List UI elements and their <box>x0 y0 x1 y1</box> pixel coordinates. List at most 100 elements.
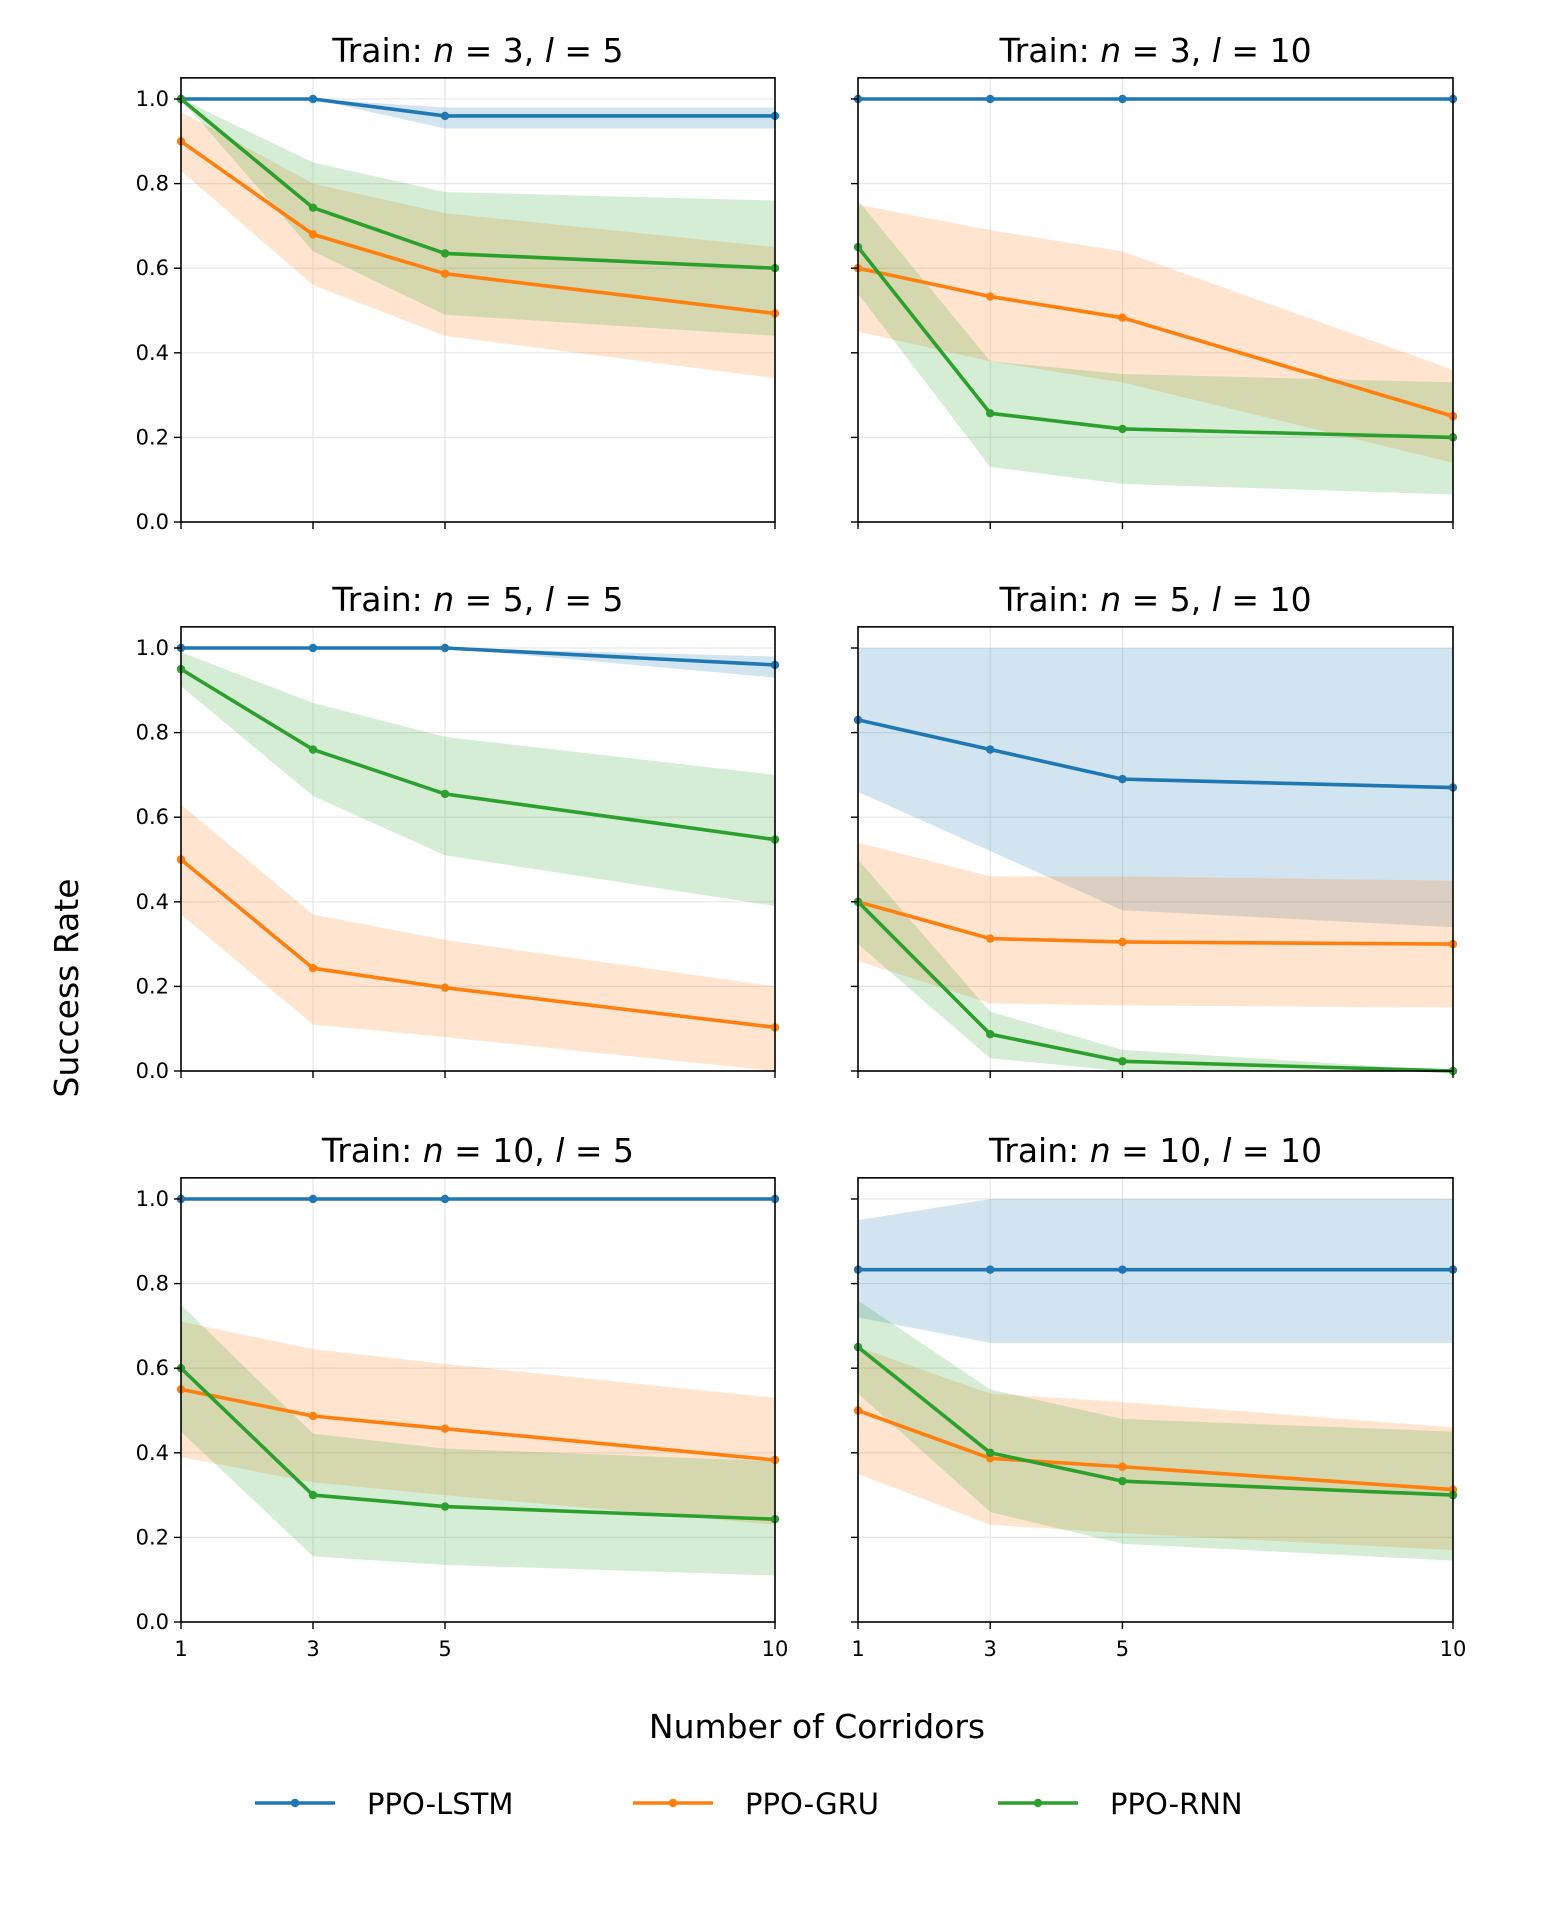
series-line-ppo-gru <box>179 858 776 1030</box>
subplot-3: 0.0 0.2 0.4 0.6 0.8 1.0 Train: n = 5, l = 5 <box>136 580 780 1083</box>
confidence-band-ppo-rnn <box>858 200 1453 495</box>
y-tick-label: 0.6 <box>136 805 169 829</box>
data-point-ppo-lstm <box>308 1194 318 1204</box>
y-tick-label: 0.8 <box>136 172 169 196</box>
legend-item-ppo-gru: PPO-GRU <box>633 1787 879 1821</box>
axes-frame <box>857 1177 1454 1623</box>
x-tick-label: 10 <box>1440 1637 1467 1661</box>
series-line-ppo-rnn <box>856 1345 1454 1497</box>
confidence-band-ppo-rnn <box>858 1300 1453 1561</box>
legend-item-ppo-rnn: PPO-RNN <box>998 1787 1243 1821</box>
data-point-ppo-gru <box>308 230 318 239</box>
confidence-band-ppo-lstm <box>181 99 775 129</box>
data-point-ppo-lstm <box>1118 1265 1127 1274</box>
series-line-ppo-rnn <box>856 245 1454 440</box>
subplot-title: Train: n = 10, l = 10 <box>988 1131 1322 1170</box>
data-point-ppo-rnn <box>440 1502 450 1511</box>
data-point-ppo-gru <box>308 1411 318 1421</box>
axes-frame <box>180 77 776 523</box>
data-point-ppo-rnn <box>986 1448 995 1458</box>
y-axis-label: Success Rate <box>47 879 86 1098</box>
data-point-ppo-lstm <box>986 1265 995 1274</box>
subplot-title: Train: n = 3, l = 10 <box>998 31 1311 70</box>
series-line-ppo-lstm <box>181 97 775 118</box>
subplot-2: Train: n = 3, l = 10 <box>851 31 1458 529</box>
confidence-band-ppo-gru <box>858 842 1453 1008</box>
data-point-ppo-rnn <box>986 409 995 418</box>
y-tick-label: 0.8 <box>136 721 169 745</box>
data-point-ppo-lstm <box>440 643 450 653</box>
y-tick-label: 0.2 <box>136 1525 169 1549</box>
x-tick-label: 1 <box>851 1637 864 1661</box>
data-point-ppo-lstm <box>986 745 995 754</box>
subplot-title: Train: n = 3, l = 5 <box>331 31 623 70</box>
legend-marker-icon <box>1033 1798 1043 1808</box>
subplot-title: Train: n = 5, l = 10 <box>998 580 1311 619</box>
x-axis-label: Number of Corridors <box>649 1707 985 1746</box>
series-line-ppo-gru <box>857 266 1454 418</box>
x-tick-label: 10 <box>762 1637 789 1661</box>
y-tick-label: 1.0 <box>136 87 169 111</box>
data-point-ppo-gru <box>1118 937 1127 947</box>
series-line-ppo-gru <box>180 1387 776 1462</box>
confidence-band-ppo-gru <box>181 804 775 1071</box>
axes-frame <box>180 626 776 1072</box>
series-line-ppo-rnn <box>179 97 776 270</box>
data-point-ppo-gru <box>1118 1462 1127 1471</box>
axes-frame <box>180 1177 776 1623</box>
y-tick-label: 0.8 <box>136 1272 169 1296</box>
subplot-6: 1 3 5 10 Train: n = 10, l = 10 <box>851 1131 1466 1661</box>
legend-marker-icon <box>668 1798 678 1808</box>
subplot-4: Train: n = 5, l = 10 <box>851 580 1458 1078</box>
confidence-band-ppo-gru <box>181 111 775 379</box>
subplot-title: Train: n = 10, l = 5 <box>321 1131 634 1170</box>
y-tick-label: 0.0 <box>136 510 169 534</box>
data-point-ppo-lstm <box>1118 774 1127 784</box>
axes-frame <box>857 77 1454 523</box>
axes-frame <box>857 626 1454 1072</box>
series-line-ppo-lstm <box>181 646 776 667</box>
series-line-ppo-rnn <box>180 667 776 842</box>
series-line-ppo-lstm <box>857 718 1454 790</box>
x-tick-label: 3 <box>306 1637 319 1661</box>
data-point-ppo-gru <box>986 934 995 943</box>
legend-item-ppo-lstm: PPO-LSTM <box>255 1787 513 1821</box>
series-line-ppo-rnn <box>179 1366 776 1522</box>
y-tick-label: 0.6 <box>136 1356 169 1380</box>
y-tick-label: 1.0 <box>136 636 169 660</box>
y-tick-label: 0.0 <box>136 1059 169 1083</box>
data-point-ppo-rnn <box>308 745 318 754</box>
data-point-ppo-rnn <box>1118 1057 1127 1066</box>
subplot-5: 0.0 0.2 0.4 0.6 0.8 1.0 1 3 5 10 Train: n = 10, l … <box>136 1131 789 1661</box>
data-point-ppo-rnn <box>440 789 450 799</box>
x-tick-label: 1 <box>174 1637 187 1661</box>
x-tick-label: 5 <box>438 1637 451 1661</box>
confidence-band-ppo-lstm <box>858 648 1453 928</box>
series-line-ppo-gru <box>857 1408 1454 1492</box>
data-point-ppo-lstm <box>440 111 450 121</box>
confidence-band-ppo-rnn <box>181 99 775 336</box>
data-point-ppo-rnn <box>1118 1476 1127 1486</box>
y-tick-label: 0.4 <box>136 1441 169 1465</box>
data-point-ppo-gru <box>1118 313 1127 322</box>
legend-label: PPO-RNN <box>1110 1787 1243 1821</box>
series-line-ppo-gru <box>857 900 1454 946</box>
y-tick-label: 0.4 <box>136 341 169 365</box>
data-point-ppo-gru <box>440 1424 450 1433</box>
data-point-ppo-rnn <box>308 203 318 212</box>
data-point-ppo-gru <box>440 269 450 278</box>
data-point-ppo-gru <box>986 292 995 301</box>
y-tick-label: 0.2 <box>136 425 169 449</box>
confidence-band-ppo-gru <box>858 204 1453 463</box>
y-tick-label: 0.2 <box>136 974 169 998</box>
confidence-band-ppo-gru <box>181 1321 775 1525</box>
x-tick-label: 3 <box>984 1637 997 1661</box>
x-tick-label: 5 <box>1116 1637 1129 1661</box>
y-tick-label: 0.4 <box>136 890 169 914</box>
legend-label: PPO-LSTM <box>367 1787 513 1821</box>
series-line-ppo-gru <box>179 139 776 316</box>
confidence-band-ppo-rnn <box>858 859 1453 1071</box>
legend-label: PPO-GRU <box>745 1787 879 1821</box>
data-point-ppo-rnn <box>308 1490 318 1500</box>
